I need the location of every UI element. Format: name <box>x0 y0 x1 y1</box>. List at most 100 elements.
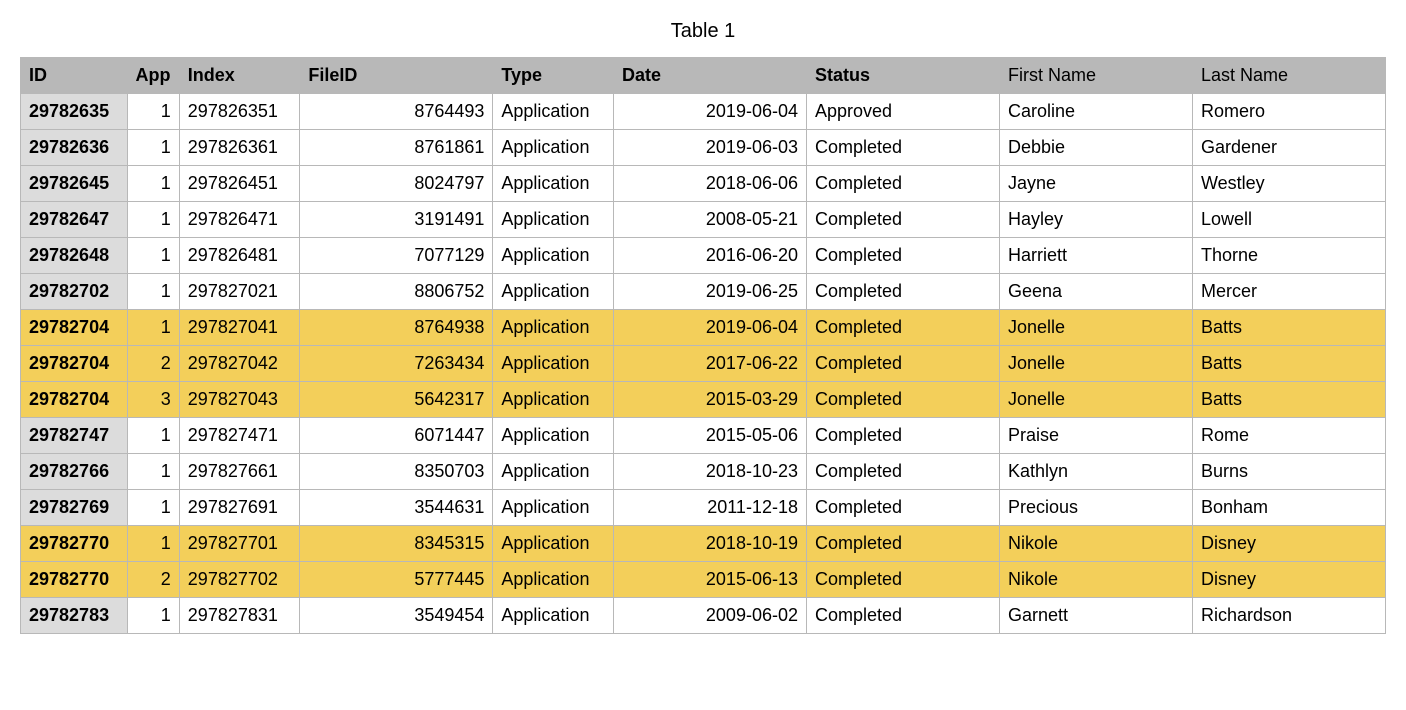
cell-ln: Romero <box>1192 94 1385 130</box>
cell-ln: Gardener <box>1192 130 1385 166</box>
cell-fn: Nikole <box>999 562 1192 598</box>
cell-fn: Jonelle <box>999 310 1192 346</box>
cell-ln: Rome <box>1192 418 1385 454</box>
cell-type: Application <box>493 274 614 310</box>
col-header-type: Type <box>493 58 614 94</box>
cell-id: 29782704 <box>21 346 128 382</box>
cell-index: 297827702 <box>179 562 300 598</box>
cell-type: Application <box>493 238 614 274</box>
cell-fn: Harriett <box>999 238 1192 274</box>
cell-fn: Kathlyn <box>999 454 1192 490</box>
cell-id: 29782747 <box>21 418 128 454</box>
cell-type: Application <box>493 94 614 130</box>
cell-id: 29782635 <box>21 94 128 130</box>
col-header-date: Date <box>614 58 807 94</box>
cell-index: 297827831 <box>179 598 300 634</box>
cell-status: Completed <box>806 202 999 238</box>
cell-date: 2016-06-20 <box>614 238 807 274</box>
table-row: 2978264712978264713191491Application2008… <box>21 202 1386 238</box>
cell-index: 297827042 <box>179 346 300 382</box>
cell-ln: Mercer <box>1192 274 1385 310</box>
table-header-row: ID App Index FileID Type Date Status Fir… <box>21 58 1386 94</box>
table-row: 2978274712978274716071447Application2015… <box>21 418 1386 454</box>
cell-fileid: 8350703 <box>300 454 493 490</box>
cell-fn: Geena <box>999 274 1192 310</box>
cell-date: 2018-06-06 <box>614 166 807 202</box>
cell-app: 1 <box>127 238 179 274</box>
cell-ln: Disney <box>1192 562 1385 598</box>
col-header-app: App <box>127 58 179 94</box>
cell-app: 1 <box>127 598 179 634</box>
cell-index: 297826361 <box>179 130 300 166</box>
cell-status: Completed <box>806 526 999 562</box>
data-table: ID App Index FileID Type Date Status Fir… <box>20 57 1386 634</box>
cell-id: 29782647 <box>21 202 128 238</box>
cell-fn: Jayne <box>999 166 1192 202</box>
cell-fileid: 5642317 <box>300 382 493 418</box>
cell-ln: Richardson <box>1192 598 1385 634</box>
cell-id: 29782645 <box>21 166 128 202</box>
cell-fileid: 3549454 <box>300 598 493 634</box>
cell-type: Application <box>493 346 614 382</box>
cell-app: 1 <box>127 130 179 166</box>
table-header: ID App Index FileID Type Date Status Fir… <box>21 58 1386 94</box>
cell-app: 1 <box>127 166 179 202</box>
table-row: 2978264512978264518024797Application2018… <box>21 166 1386 202</box>
cell-ln: Batts <box>1192 382 1385 418</box>
col-header-fileid: FileID <box>300 58 493 94</box>
cell-app: 1 <box>127 310 179 346</box>
cell-id: 29782769 <box>21 490 128 526</box>
cell-type: Application <box>493 598 614 634</box>
cell-app: 1 <box>127 454 179 490</box>
cell-fileid: 7077129 <box>300 238 493 274</box>
cell-status: Completed <box>806 454 999 490</box>
cell-status: Completed <box>806 274 999 310</box>
cell-type: Application <box>493 454 614 490</box>
col-header-index: Index <box>179 58 300 94</box>
cell-type: Application <box>493 382 614 418</box>
cell-date: 2018-10-19 <box>614 526 807 562</box>
cell-app: 2 <box>127 562 179 598</box>
cell-index: 297827021 <box>179 274 300 310</box>
cell-fn: Debbie <box>999 130 1192 166</box>
cell-ln: Batts <box>1192 310 1385 346</box>
cell-type: Application <box>493 202 614 238</box>
cell-fileid: 8764493 <box>300 94 493 130</box>
cell-date: 2015-06-13 <box>614 562 807 598</box>
table-body: 2978263512978263518764493Application2019… <box>21 94 1386 634</box>
cell-date: 2019-06-03 <box>614 130 807 166</box>
cell-index: 297827471 <box>179 418 300 454</box>
cell-app: 1 <box>127 490 179 526</box>
cell-fileid: 8764938 <box>300 310 493 346</box>
cell-ln: Lowell <box>1192 202 1385 238</box>
cell-ln: Burns <box>1192 454 1385 490</box>
cell-date: 2019-06-25 <box>614 274 807 310</box>
cell-fn: Caroline <box>999 94 1192 130</box>
cell-index: 297826351 <box>179 94 300 130</box>
cell-ln: Disney <box>1192 526 1385 562</box>
cell-index: 297826481 <box>179 238 300 274</box>
cell-fileid: 5777445 <box>300 562 493 598</box>
cell-fn: Hayley <box>999 202 1192 238</box>
table-row: 2978264812978264817077129Application2016… <box>21 238 1386 274</box>
cell-fileid: 8024797 <box>300 166 493 202</box>
cell-fn: Praise <box>999 418 1192 454</box>
cell-id: 29782648 <box>21 238 128 274</box>
table-row: 2978270212978270218806752Application2019… <box>21 274 1386 310</box>
cell-date: 2015-03-29 <box>614 382 807 418</box>
cell-status: Approved <box>806 94 999 130</box>
table-row: 2978278312978278313549454Application2009… <box>21 598 1386 634</box>
cell-type: Application <box>493 310 614 346</box>
table-row: 2978276612978276618350703Application2018… <box>21 454 1386 490</box>
cell-fn: Jonelle <box>999 346 1192 382</box>
table-row: 2978270412978270418764938Application2019… <box>21 310 1386 346</box>
table-row: 2978276912978276913544631Application2011… <box>21 490 1386 526</box>
cell-status: Completed <box>806 382 999 418</box>
col-header-lastname: Last Name <box>1192 58 1385 94</box>
cell-fn: Jonelle <box>999 382 1192 418</box>
cell-fn: Garnett <box>999 598 1192 634</box>
cell-id: 29782770 <box>21 526 128 562</box>
cell-date: 2015-05-06 <box>614 418 807 454</box>
cell-index: 297827701 <box>179 526 300 562</box>
cell-status: Completed <box>806 598 999 634</box>
